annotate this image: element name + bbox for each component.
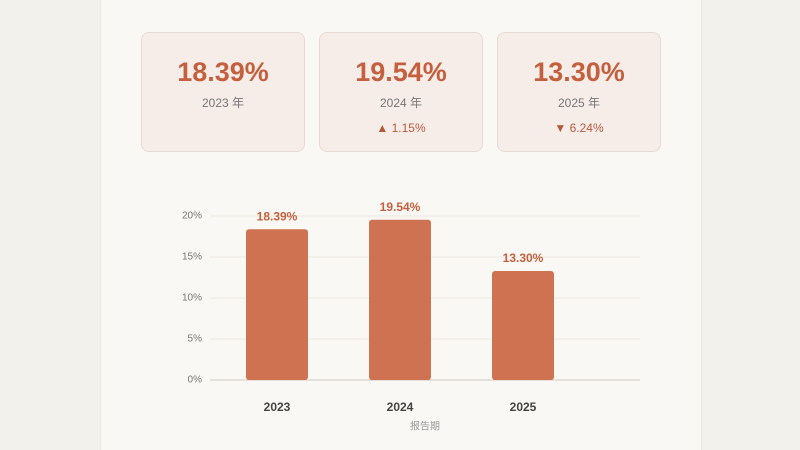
bar	[369, 219, 431, 380]
bar	[492, 270, 554, 380]
y-tick-label: 10%	[182, 293, 202, 304]
card-value: 19.54%	[355, 57, 447, 87]
card-label: 2023 年	[201, 96, 245, 110]
card-value: 18.39%	[177, 57, 269, 87]
y-tick-label: 20%	[182, 211, 202, 222]
data-label: 13.30%	[503, 251, 544, 265]
card-value: 13.30%	[533, 57, 625, 87]
x-tick-label: 2024	[387, 400, 414, 414]
y-tick-label: 0%	[188, 375, 203, 386]
card-change: ▲ 1.15%	[376, 121, 426, 135]
stat-card: 13.30% 2025 年 ▼ 6.24%	[497, 32, 661, 152]
card-label: 2025 年	[557, 96, 601, 110]
card-label: 2024 年	[379, 96, 423, 110]
data-label: 19.54%	[380, 200, 421, 214]
x-axis-label: 报告期	[410, 420, 440, 433]
x-tick-label: 2023	[264, 400, 291, 414]
data-label: 18.39%	[257, 209, 298, 223]
y-tick-label: 5%	[188, 334, 203, 345]
x-tick-label: 2025	[510, 400, 537, 414]
stat-card: 18.39% 2023 年	[141, 32, 305, 152]
stat-card: 19.54% 2024 年 ▲ 1.15%	[319, 32, 483, 152]
bar	[246, 229, 308, 380]
card-change: ▼ 6.24%	[554, 121, 604, 135]
y-tick-label: 15%	[182, 252, 202, 263]
